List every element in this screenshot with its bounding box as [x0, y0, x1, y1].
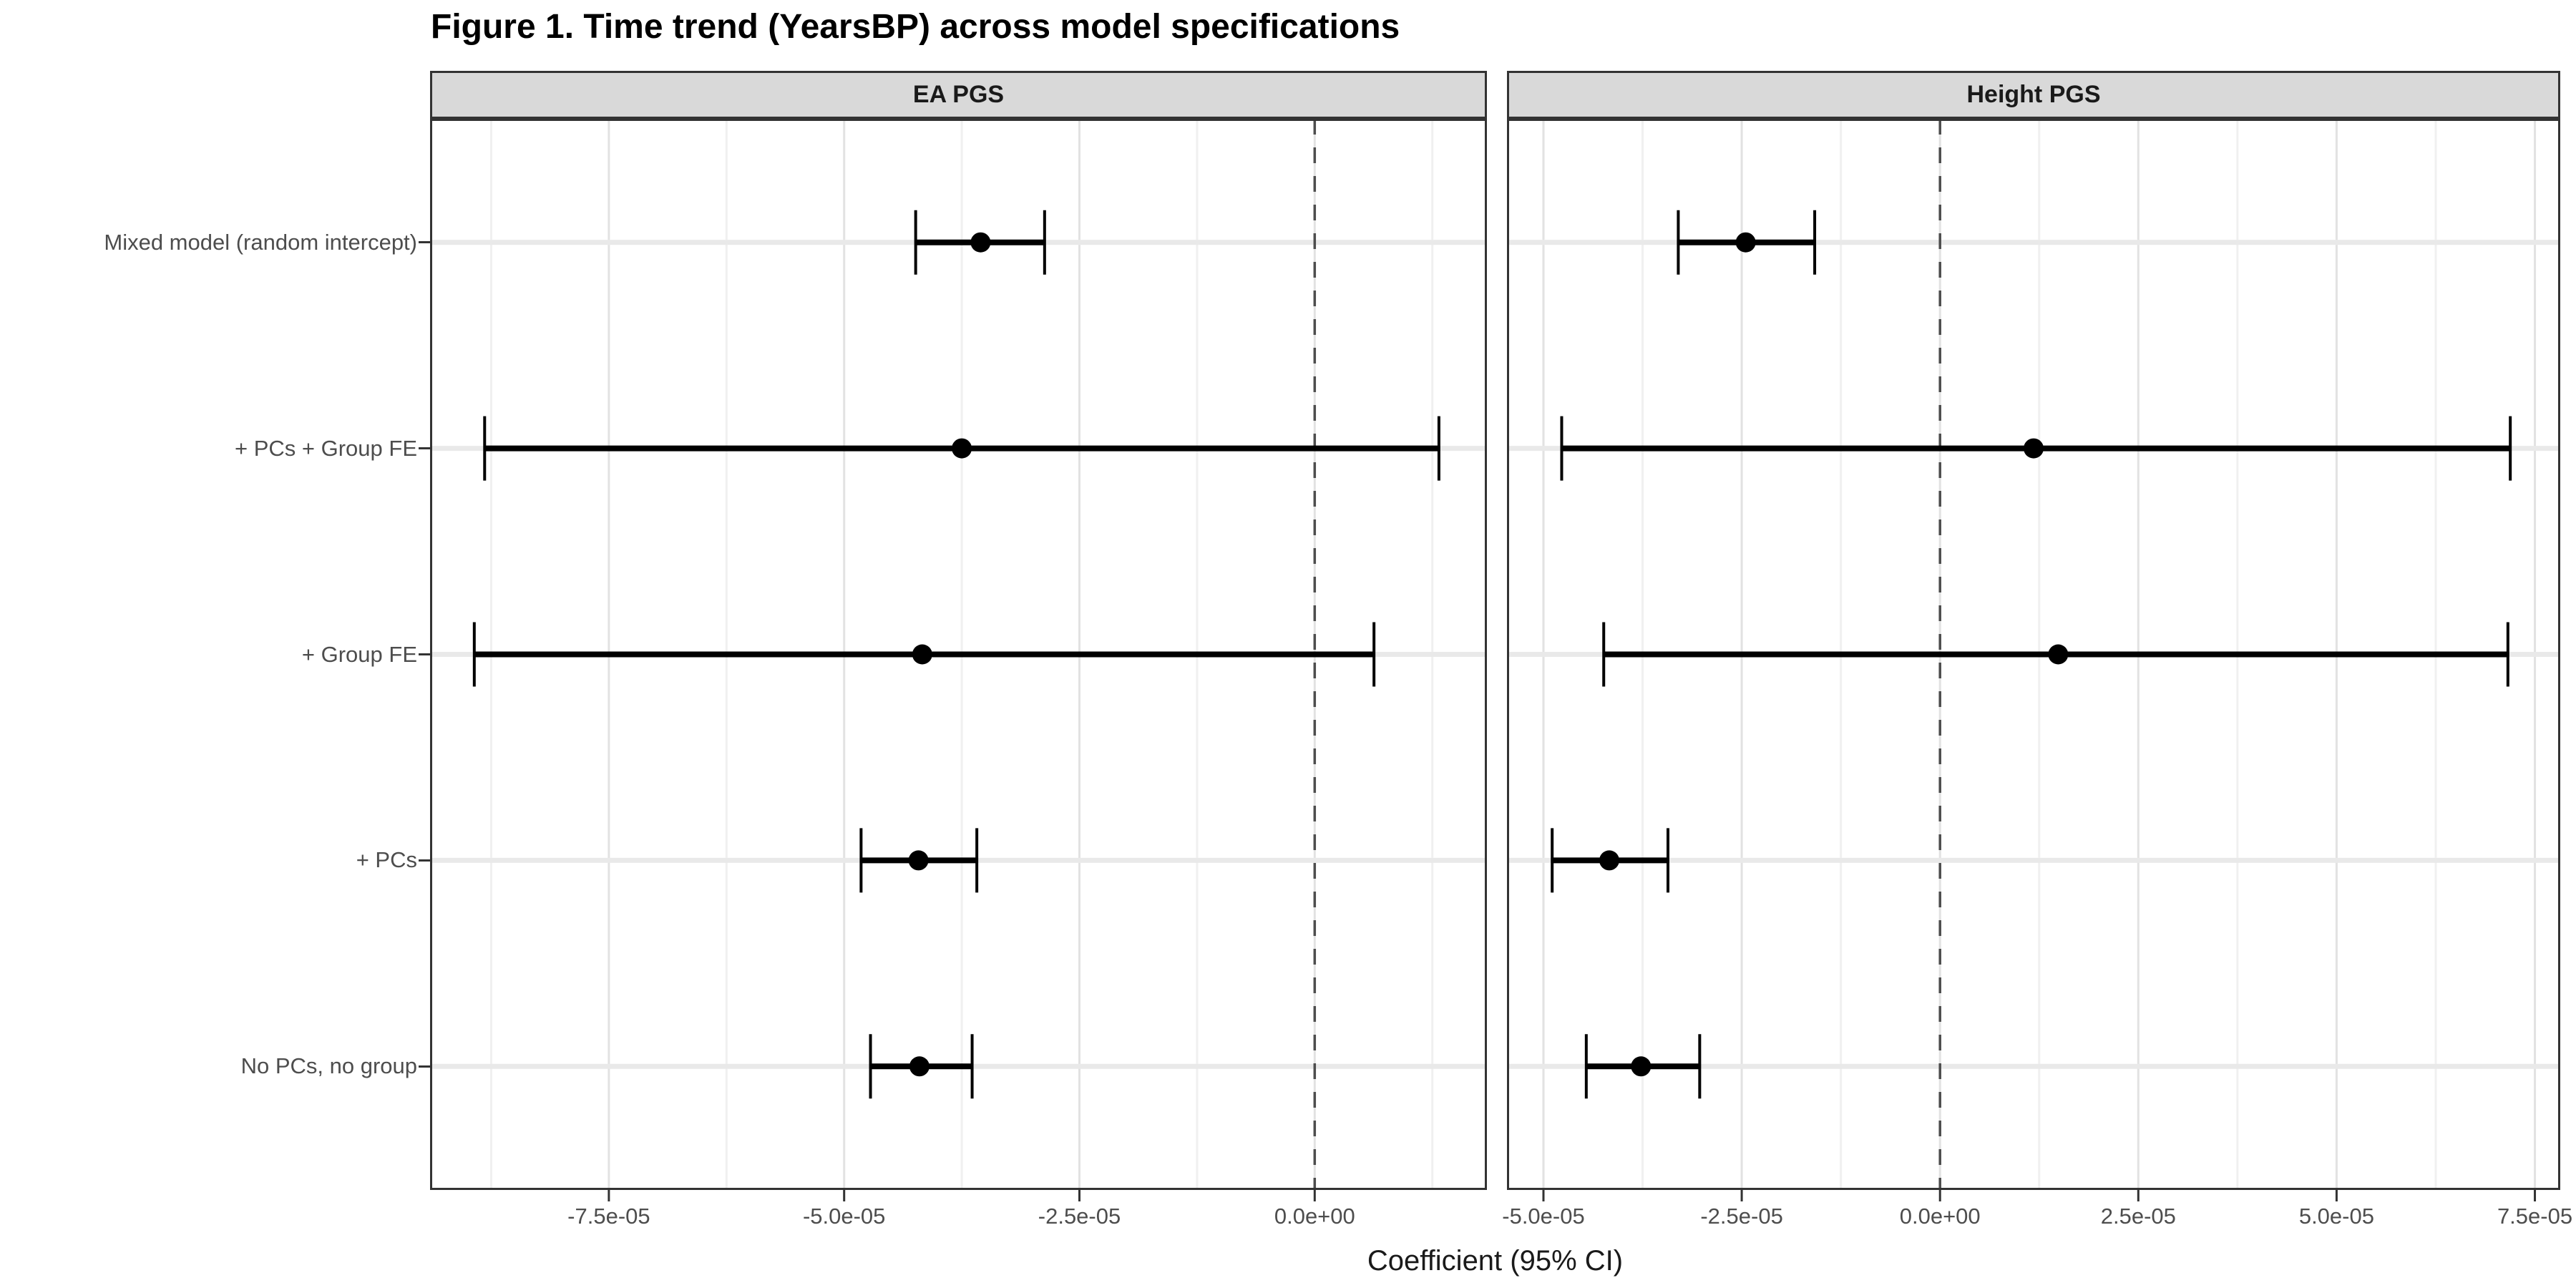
x-tick-label: 5.0e-05 [2298, 1204, 2374, 1229]
ci-row [1551, 828, 1670, 893]
y-axis-label: No PCs, no group [240, 1053, 417, 1079]
y-tick-mark [419, 653, 430, 655]
x-tick-label: -7.5e-05 [567, 1204, 650, 1229]
x-axis-title: Coefficient (95% CI) [1367, 1245, 1624, 1277]
height-pgs-panel [1507, 119, 2560, 1207]
point-estimate [912, 644, 932, 665]
ea-pgs-panel [430, 119, 1487, 1207]
point-estimate [908, 850, 929, 871]
x-tick-label: 0.0e+00 [1274, 1204, 1355, 1229]
ci-row [869, 1034, 974, 1099]
facet-strip-label: EA PGS [912, 81, 1005, 108]
y-tick-mark [419, 241, 430, 244]
point-estimate [1735, 232, 1756, 253]
ci-row [914, 210, 1046, 275]
x-tick-label: -2.5e-05 [1700, 1204, 1783, 1229]
plot-title: Figure 1. Time trend (YearsBP) across mo… [431, 8, 1400, 46]
point-estimate [970, 232, 991, 253]
point-estimate [1599, 850, 1619, 871]
y-axis-label: + PCs + Group FE [235, 435, 417, 461]
x-tick-label: 0.0e+00 [1899, 1204, 1981, 1229]
ci-row [472, 622, 1376, 687]
ci-row [1560, 416, 2512, 481]
point-estimate [1631, 1056, 1652, 1077]
y-tick-mark [419, 859, 430, 862]
x-tick-label: -2.5e-05 [1038, 1204, 1121, 1229]
y-tick-mark [419, 447, 430, 450]
x-tick-label: -5.0e-05 [1502, 1204, 1585, 1229]
facet-strip-label: Height PGS [1966, 81, 2101, 108]
y-axis-label: Mixed model (random intercept) [104, 229, 417, 255]
ci-row [1584, 1034, 1702, 1099]
facet-strip-height-pgs: Height PGS [1507, 71, 2560, 119]
ci-row [1677, 210, 1817, 275]
x-tick-label: -5.0e-05 [802, 1204, 886, 1229]
ci-row [859, 828, 979, 893]
point-estimate [2048, 644, 2069, 665]
y-tick-mark [419, 1065, 430, 1068]
ci-row [1602, 622, 2509, 687]
y-axis-label: + PCs [356, 847, 417, 873]
ci-row [483, 416, 1440, 481]
point-estimate [2024, 438, 2044, 459]
facet-strip-ea-pgs: EA PGS [430, 71, 1487, 119]
x-tick-label: 7.5e-05 [2497, 1204, 2573, 1229]
point-estimate [909, 1056, 930, 1077]
x-tick-label: 2.5e-05 [2100, 1204, 2176, 1229]
y-axis-label: + Group FE [301, 641, 417, 667]
point-estimate [952, 438, 972, 459]
